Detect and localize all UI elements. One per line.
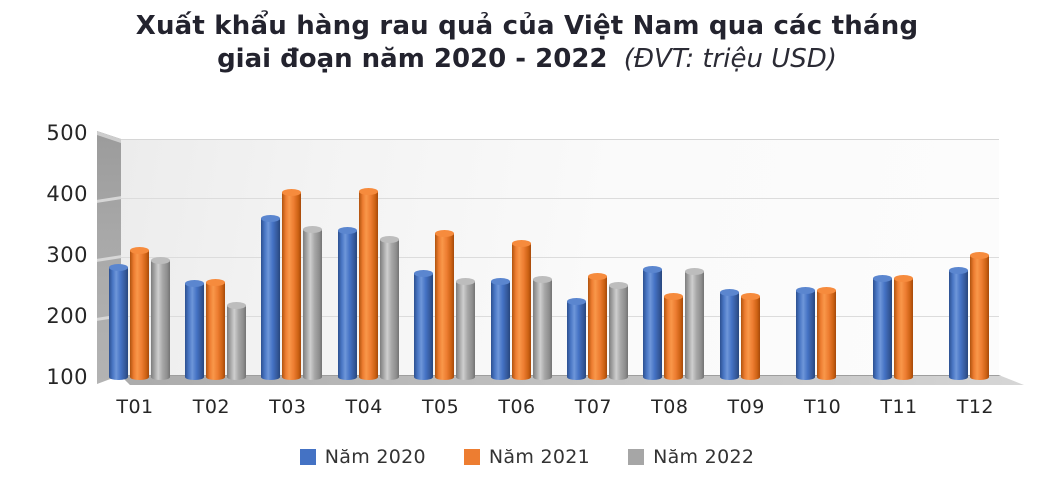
bar-T12-năm-2021 <box>969 252 989 380</box>
bar-T02-năm-2022 <box>226 302 246 380</box>
y-tick-label: 400 <box>46 182 88 206</box>
side-wall-bevel <box>97 131 121 143</box>
bar-T11-năm-2021 <box>893 274 913 380</box>
bar-T07-năm-2022 <box>608 281 628 380</box>
legend-swatch <box>628 449 645 465</box>
bar-T11-năm-2020 <box>872 275 892 380</box>
x-tick-label-T11: T11 <box>880 396 918 418</box>
bar-T07-năm-2020 <box>566 298 586 380</box>
x-tick-label-T06: T06 <box>498 396 536 418</box>
legend-label: Năm 2021 <box>488 446 591 468</box>
x-tick-label-T09: T09 <box>727 396 765 418</box>
x-tick-label-T04: T04 <box>345 396 383 418</box>
bar-T06-năm-2021 <box>511 239 531 380</box>
legend-swatch <box>299 449 316 465</box>
bar-T08-năm-2021 <box>664 292 684 380</box>
x-tick-label-T10: T10 <box>803 396 842 418</box>
bar-T08-năm-2022 <box>685 268 705 380</box>
bar-T10-năm-2020 <box>796 286 816 380</box>
bar-T07-năm-2021 <box>587 272 607 380</box>
bar-T03-năm-2021 <box>282 189 302 380</box>
bar-T03-năm-2022 <box>303 225 323 380</box>
chart-title-line1: Xuất khẩu hàng rau quả của Việt Nam qua … <box>135 11 919 41</box>
bar-T01-năm-2022 <box>150 257 170 380</box>
grid-line <box>121 257 999 258</box>
chart-title-period: giai đoạn năm 2020 - 2022 <box>217 44 608 75</box>
x-tick-label-T07: T07 <box>574 396 613 418</box>
legend-item-năm-2021: Năm 2021 <box>463 446 591 468</box>
bar-T06-năm-2020 <box>490 277 510 380</box>
y-tick-label: 200 <box>46 304 88 328</box>
x-tick-label-T05: T05 <box>421 396 460 418</box>
wall-notch <box>97 195 121 203</box>
legend-item-năm-2020: Năm 2020 <box>299 446 426 468</box>
bar-T02-năm-2021 <box>205 278 225 380</box>
legend-label: Năm 2022 <box>653 446 755 468</box>
legend: Năm 2020 Năm 2021 Năm 2022 <box>0 446 1054 468</box>
legend-item-năm-2022: Năm 2022 <box>628 446 754 468</box>
chart-title: Xuất khẩu hàng rau quả của Việt Nam qua … <box>0 10 1054 77</box>
y-tick-label: 500 <box>46 121 88 145</box>
bar-T09-năm-2020 <box>719 288 739 380</box>
legend-swatch <box>463 449 480 465</box>
legend-label: Năm 2020 <box>324 446 426 468</box>
chart-title-line2: giai đoạn năm 2020 - 2022 (ĐVT: triệu US… <box>0 43 1054 76</box>
bar-T04-năm-2021 <box>358 187 378 380</box>
x-tick-label-T12: T12 <box>956 396 995 418</box>
y-tick-label: 300 <box>46 243 88 267</box>
x-tick-label-T01: T01 <box>116 396 154 418</box>
y-tick-label: 100 <box>46 365 88 389</box>
bar-T09-năm-2021 <box>740 292 760 380</box>
bar-T08-năm-2020 <box>643 266 663 380</box>
bar-T04-năm-2022 <box>379 236 399 380</box>
bar-T02-năm-2020 <box>184 280 204 380</box>
bar-T05-năm-2022 <box>456 277 476 380</box>
bar-T10-năm-2021 <box>817 287 837 380</box>
x-tick-label-T03: T03 <box>269 396 307 418</box>
bar-T03-năm-2020 <box>261 215 281 380</box>
grid-line <box>121 198 999 199</box>
bar-T05-năm-2021 <box>435 230 455 380</box>
x-tick-label-T08: T08 <box>651 396 689 418</box>
bar-T05-năm-2020 <box>414 270 434 380</box>
chart-unit-label: (ĐVT: triệu USD) <box>623 44 837 75</box>
bar-T01-năm-2020 <box>108 264 128 380</box>
bar-T06-năm-2022 <box>532 276 552 380</box>
bar-T01-năm-2021 <box>129 247 149 380</box>
grid-line <box>121 316 999 317</box>
x-tick-label-T02: T02 <box>192 396 231 418</box>
bar-T12-năm-2020 <box>948 266 968 380</box>
bar-T04-năm-2020 <box>337 226 357 380</box>
wall-notch <box>97 254 121 262</box>
